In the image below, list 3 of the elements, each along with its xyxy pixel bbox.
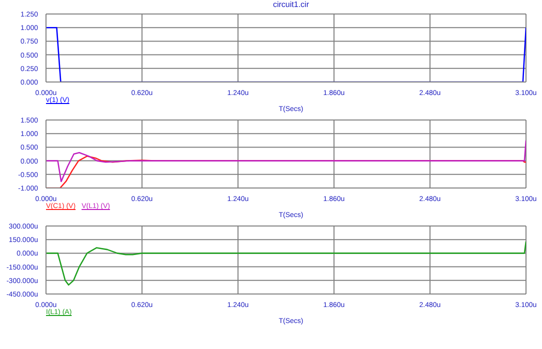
line-series [46,240,526,286]
chart-title: circuit1.cir [272,0,310,10]
line-series [46,140,526,182]
